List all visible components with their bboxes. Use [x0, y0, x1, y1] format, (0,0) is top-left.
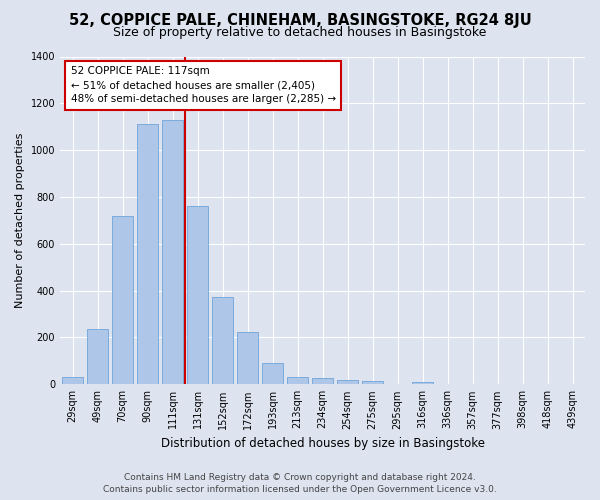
Bar [87, 330, 108, 384]
Bar [187, 206, 208, 384]
Bar [412, 382, 433, 384]
Bar [112, 216, 133, 384]
X-axis label: Distribution of detached houses by size in Basingstoke: Distribution of detached houses by size … [161, 437, 485, 450]
Bar [262, 363, 283, 384]
Text: Size of property relative to detached houses in Basingstoke: Size of property relative to detached ho… [113, 26, 487, 39]
Bar [337, 380, 358, 384]
Bar [62, 378, 83, 384]
Bar [362, 381, 383, 384]
Bar [212, 296, 233, 384]
Bar [312, 378, 333, 384]
Bar [137, 124, 158, 384]
Bar [237, 332, 258, 384]
Bar [162, 120, 183, 384]
Text: 52 COPPICE PALE: 117sqm
← 51% of detached houses are smaller (2,405)
48% of semi: 52 COPPICE PALE: 117sqm ← 51% of detache… [71, 66, 335, 104]
Bar [287, 378, 308, 384]
Y-axis label: Number of detached properties: Number of detached properties [15, 132, 25, 308]
Text: 52, COPPICE PALE, CHINEHAM, BASINGSTOKE, RG24 8JU: 52, COPPICE PALE, CHINEHAM, BASINGSTOKE,… [68, 12, 532, 28]
Text: Contains HM Land Registry data © Crown copyright and database right 2024.
Contai: Contains HM Land Registry data © Crown c… [103, 472, 497, 494]
